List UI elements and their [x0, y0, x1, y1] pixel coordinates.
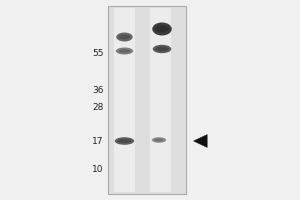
Ellipse shape [154, 138, 164, 142]
Ellipse shape [155, 25, 169, 33]
Ellipse shape [115, 137, 134, 145]
Ellipse shape [116, 32, 133, 42]
Bar [150, 8, 171, 192]
Ellipse shape [119, 35, 130, 39]
Bar [114, 8, 135, 192]
Text: 17: 17 [92, 138, 103, 146]
Ellipse shape [118, 139, 131, 143]
Ellipse shape [118, 49, 130, 53]
Text: 10: 10 [92, 164, 103, 173]
Text: 28: 28 [92, 104, 103, 112]
Ellipse shape [116, 47, 133, 54]
Ellipse shape [152, 22, 172, 36]
Text: 36: 36 [92, 86, 103, 95]
Text: 55: 55 [92, 48, 103, 58]
Ellipse shape [155, 47, 169, 51]
Polygon shape [194, 135, 207, 147]
Bar [108, 6, 186, 194]
Ellipse shape [152, 137, 166, 143]
Ellipse shape [153, 45, 171, 53]
